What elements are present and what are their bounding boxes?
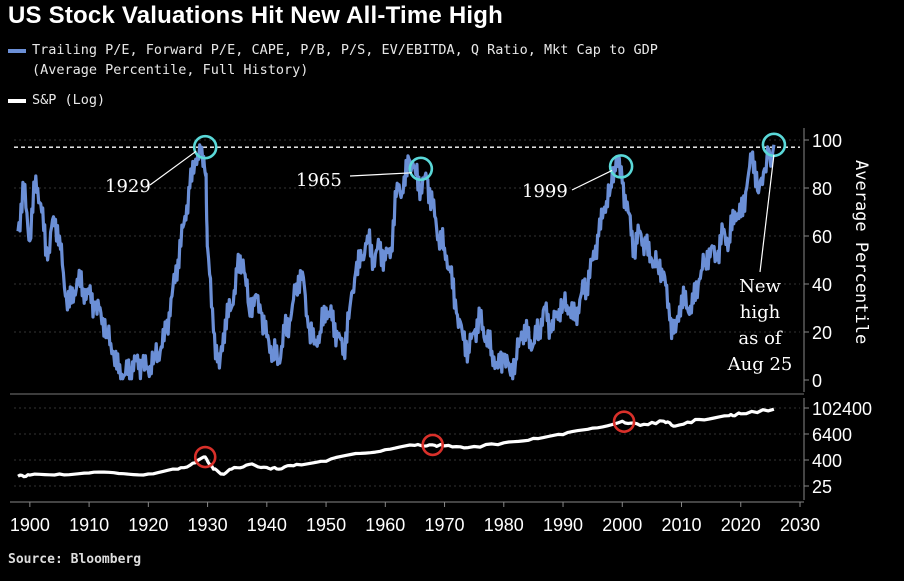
y-tick-label: 100 [812,131,842,151]
y-tick-label: 20 [812,323,832,343]
y-tick-label: 40 [812,275,832,295]
new-high-leader [759,154,775,273]
source-note: Source: Bloomberg [8,552,142,567]
log-tick-label: 6400 [812,425,852,445]
sp-peak-circle [193,445,217,469]
legend-white-swatch [8,99,26,103]
x-tick-label: 1910 [69,515,109,535]
legend-valuation: Trailing P/E, Forward P/E, CAPE, P/B, P/… [8,40,658,80]
x-tick-label: 1970 [425,515,465,535]
annotation-leader [149,150,197,186]
x-tick-label: 2020 [721,515,761,535]
x-tick-label: 2010 [661,515,701,535]
x-tick-label: 1950 [306,515,346,535]
new-high-label: New [739,276,781,297]
x-tick-label: 1990 [543,515,583,535]
peak-circle [192,134,218,160]
legend-sp-label: S&P (Log) [32,92,106,108]
peak-year-label: 1929 [105,176,151,197]
chart-title: US Stock Valuations Hit New All-Time Hig… [8,2,503,29]
legend-valuation-line1: Trailing P/E, Forward P/E, CAPE, P/B, P/… [32,42,658,58]
new-high-label: as of [738,328,783,349]
log-tick-label: 400 [812,451,842,471]
y-tick-label: 80 [812,179,832,199]
sp-peak-circle [612,410,636,433]
x-tick-label: 2030 [780,515,820,535]
peak-year-label: 1965 [296,170,342,191]
x-tick-label: 1960 [365,515,405,535]
x-tick-label: 2000 [602,515,642,535]
x-tick-label: 1900 [10,515,50,535]
valuation-series-line [16,143,776,381]
y-tick-label: 0 [812,371,822,391]
peak-year-label: 1999 [522,181,568,202]
peak-circle [408,156,434,182]
new-high-label: Aug 25 [727,354,793,375]
sp-series-line [17,407,775,479]
x-tick-label: 1980 [484,515,524,535]
legend-blue-swatch [8,49,26,53]
y-tick-label: 60 [812,227,832,247]
y-axis-label: Average Percentile [851,160,871,344]
legend-valuation-line2: (Average Percentile, Full History) [32,62,309,78]
peak-circle [608,154,634,179]
log-tick-label: 25 [812,477,832,497]
new-high-label: high [740,302,781,323]
annotation-leader [571,169,613,191]
x-tick-label: 1920 [128,515,168,535]
annotation-leader [349,172,412,177]
x-tick-label: 1940 [247,515,287,535]
x-tick-label: 1930 [188,515,228,535]
log-tick-label: 102400 [812,399,872,419]
legend-sp: S&P (Log) [8,90,105,110]
sp-peak-circle [421,433,444,457]
